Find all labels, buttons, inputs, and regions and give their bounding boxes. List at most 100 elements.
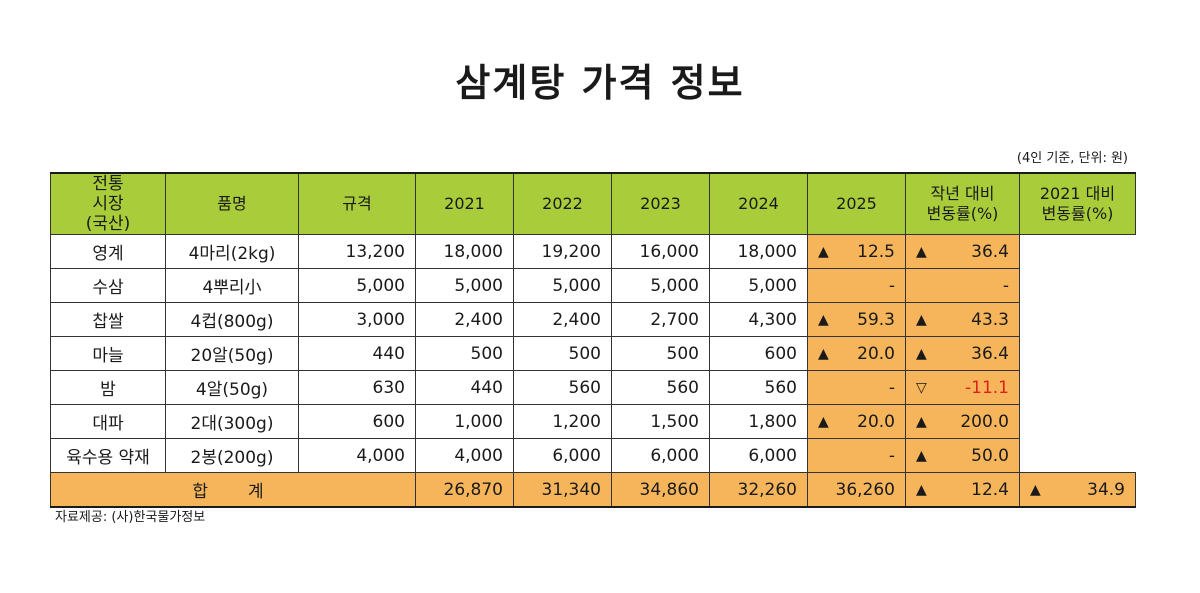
price-value: 560	[709, 370, 808, 405]
price-value: 560	[611, 370, 710, 405]
price-value: 5,000	[513, 268, 612, 303]
item-name: 육수용 약재	[50, 438, 166, 473]
table-row: 찹쌀 4컵(800g) 3,000 2,400 2,400 2,700 4,300 ▲ 59.3…	[50, 302, 1136, 337]
total-vs2021-value: 34.9	[1087, 479, 1125, 500]
price-value: 1,200	[513, 404, 612, 439]
total-value: 31,340	[513, 472, 612, 508]
item-name: 찹쌀	[50, 302, 166, 337]
table-row: 육수용 약재 2봉(200g) 4,000 4,000 6,000 6,000 6,000-…	[50, 438, 1136, 473]
total-value: 32,260	[709, 472, 808, 508]
up-arrow-icon: ▲	[916, 345, 927, 362]
source-note: 자료제공: (사)한국물가정보	[55, 510, 206, 525]
price-value: 6,000	[709, 438, 808, 473]
group-label-line: 시장	[92, 194, 124, 214]
price-table: 전통 시장 (국산) 품명 규격 2021 2022 2023 2024 202…	[50, 172, 1136, 508]
up-arrow-icon: ▲	[818, 345, 829, 362]
group-label-line: 전통	[92, 174, 124, 194]
price-value: 5,000	[611, 268, 710, 303]
price-value: 2,400	[415, 302, 514, 337]
total-vs2021: ▲ 34.9	[1019, 472, 1136, 508]
page-title: 삼계탕 가격 정보	[455, 61, 745, 105]
vs2021-change-value: 36.4	[971, 241, 1009, 262]
price-value: 4,000	[415, 438, 514, 473]
item-name: 마늘	[50, 336, 166, 371]
vs2021-change-value: 200.0	[960, 411, 1009, 432]
price-value: 1,800	[709, 404, 808, 439]
table-row: 영계 4마리(2kg) 13,200 18,000 19,200 16,000 18,000…	[50, 234, 1136, 269]
yoy-change: ▲ 20.0	[807, 336, 906, 371]
vs2021-change: ▲ 36.4	[905, 234, 1020, 269]
item-spec: 20알(50g)	[165, 336, 299, 371]
price-value: 5,000	[298, 268, 416, 303]
up-arrow-icon: ▲	[916, 413, 927, 430]
vs2021-change-value: 43.3	[971, 309, 1009, 330]
total-value: 36,260	[807, 472, 906, 508]
up-arrow-icon: ▲	[818, 311, 829, 328]
header-item: 품명	[165, 172, 299, 235]
up-arrow-icon: ▲	[916, 311, 927, 328]
unit-note: (4인 기준, 단위: 원)	[1016, 151, 1128, 166]
header-year: 2025	[807, 172, 906, 235]
item-spec: 4마리(2kg)	[165, 234, 299, 269]
price-value: 2,700	[611, 302, 710, 337]
total-value: 26,870	[415, 472, 514, 508]
table-row: 밤 4알(50g) 630 440 560 560 560- ▽ -11.1	[50, 370, 1136, 405]
up-arrow-icon: ▲	[1030, 481, 1041, 498]
price-value: 4,000	[298, 438, 416, 473]
yoy-change: -	[807, 370, 906, 405]
up-arrow-icon: ▲	[916, 447, 927, 464]
down-arrow-icon: ▽	[916, 379, 927, 396]
vs2021-change: -	[905, 268, 1020, 303]
header-yoy-line: 작년 대비	[930, 184, 995, 203]
header-spec: 규격	[298, 172, 416, 235]
price-value: 3,000	[298, 302, 416, 337]
item-name: 수삼	[50, 268, 166, 303]
yoy-change-value: 20.0	[857, 343, 895, 364]
vs2021-change: ▽ -11.1	[905, 370, 1020, 405]
price-value: 600	[298, 404, 416, 439]
vs2021-change-value: 36.4	[971, 343, 1009, 364]
vs2021-change-value: -	[1002, 275, 1009, 296]
vs2021-change: ▲ 36.4	[905, 336, 1020, 371]
yoy-change: ▲ 12.5	[807, 234, 906, 269]
table-row: 마늘 20알(50g) 440 500 500 500 600 ▲ 20.0 ▲ 36.4	[50, 336, 1136, 371]
yoy-change: -	[807, 438, 906, 473]
yoy-change: ▲ 59.3	[807, 302, 906, 337]
total-row: 합계 26,870 31,340 34,860 32,260 36,260 ▲ …	[50, 472, 1136, 508]
price-value: 18,000	[415, 234, 514, 269]
item-spec: 2대(300g)	[165, 404, 299, 439]
price-value: 1,500	[611, 404, 710, 439]
group-label-cell: 전통 시장 (국산)	[50, 172, 166, 235]
price-value: 440	[298, 336, 416, 371]
price-value: 500	[611, 336, 710, 371]
vs2021-change: ▲ 200.0	[905, 404, 1020, 439]
price-value: 19,200	[513, 234, 612, 269]
price-value: 500	[513, 336, 612, 371]
up-arrow-icon: ▲	[818, 413, 829, 430]
total-yoy-value: 12.4	[971, 479, 1009, 500]
price-value: 630	[298, 370, 416, 405]
table-row: 대파 2대(300g) 600 1,000 1,200 1,500 1,800 ▲ 20.0 ▲ 2…	[50, 404, 1136, 439]
header-vs2021-line: 변동률(%)	[1041, 204, 1114, 223]
item-spec: 4컵(800g)	[165, 302, 299, 337]
price-value: 4,300	[709, 302, 808, 337]
header-year: 2022	[513, 172, 612, 235]
total-value: 34,860	[611, 472, 710, 508]
price-value: 5,000	[415, 268, 514, 303]
vs2021-change-value: 50.0	[971, 445, 1009, 466]
group-label-line: (국산)	[85, 214, 131, 234]
item-spec: 2봉(200g)	[165, 438, 299, 473]
vs2021-change: ▲ 43.3	[905, 302, 1020, 337]
item-name: 대파	[50, 404, 166, 439]
price-value: 6,000	[611, 438, 710, 473]
total-yoy: ▲ 12.4	[905, 472, 1020, 508]
item-spec: 4뿌리小	[165, 268, 299, 303]
yoy-change-value: 12.5	[857, 241, 895, 262]
header-year: 2024	[709, 172, 808, 235]
item-name: 밤	[50, 370, 166, 405]
header-row: 전통 시장 (국산) 품명 규격 2021 2022 2023 2024 202…	[50, 172, 1136, 235]
yoy-change-value: -	[888, 275, 895, 296]
price-value: 13,200	[298, 234, 416, 269]
total-label: 합계	[50, 472, 416, 508]
item-name: 영계	[50, 234, 166, 269]
